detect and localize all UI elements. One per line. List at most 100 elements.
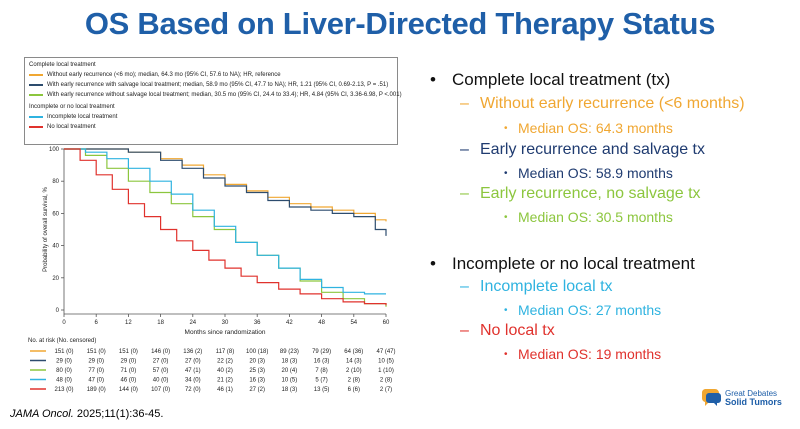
at-risk-cell: 40 (2) [217,368,233,374]
at-risk-cell: 34 (0) [185,378,201,384]
at-risk-cell: 2 (8) [348,378,360,384]
at-risk-cell: 71 (0) [121,368,137,374]
at-risk-cell: 10 (5) [378,359,394,365]
bullet-median-19: • Median OS: 19 months [504,346,662,362]
at-risk-cell: 47 (1) [185,368,201,374]
x-tick-label: 18 [157,320,164,326]
at-risk-cell: 16 (3) [314,359,330,365]
at-risk-cell: 57 (0) [153,368,169,374]
x-tick-label: 24 [189,320,196,326]
legend-item-incomplete: Incomplete local treatment [29,114,117,120]
bullet-complete-local: • Complete local treatment (tx) [430,70,671,89]
at-risk-cell: 64 (36) [344,349,363,355]
legend-swatch [29,94,43,96]
x-tick-label: 48 [318,320,325,326]
at-risk-cell: 2 (7) [380,387,392,393]
x-tick-label: 6 [95,320,99,326]
at-risk-cell: 20 (4) [282,368,298,374]
slide-title: OS Based on Liver-Directed Therapy Statu… [84,6,716,41]
at-risk-cell: 10 (5) [282,378,298,384]
legend-swatch [29,116,43,118]
y-tick-label: 0 [56,308,60,314]
legend-group-incomplete: Incomplete or no local treatment [29,104,115,110]
citation: JAMA Oncol. 2025;11(1):36-45. [10,408,164,420]
y-tick-label: 60 [52,211,59,217]
at-risk-cell: 22 (2) [217,359,233,365]
at-risk-cell: 20 (3) [249,359,265,365]
y-tick-label: 80 [52,179,59,185]
bullet-no-local: – No local tx [460,322,555,339]
at-risk-cell: 7 (8) [315,368,327,374]
bullet-median-30: • Median OS: 30.5 months [504,209,673,225]
at-risk-cell: 6 (6) [348,387,360,393]
at-risk-cell: 146 (0) [151,349,170,355]
at-risk-cell: 40 (0) [153,378,169,384]
at-risk-cell: 47 (0) [88,378,104,384]
speech-bubble-icon [702,389,721,406]
bullet-incomplete-or-none: • Incomplete or no local treatment [430,254,695,273]
at-risk-cell: 5 (7) [315,378,327,384]
at-risk-cell: 1 (10) [378,368,394,374]
at-risk-cell: 107 (0) [151,387,170,393]
legend-swatch [29,126,43,128]
at-risk-cell: 77 (0) [88,368,104,374]
at-risk-cell: 29 (0) [88,359,104,365]
at-risk-cell: 189 (0) [87,387,106,393]
survival-curve-4 [64,148,387,306]
at-risk-cell: 14 (3) [346,359,362,365]
bullet-median-64: • Median OS: 64.3 months [504,120,673,136]
at-risk-cell: 72 (0) [185,387,201,393]
at-risk-cell: 18 (3) [282,387,298,393]
bullet-salvage: – Early recurrence and salvage tx [460,141,705,158]
at-risk-cell: 213 (0) [54,387,73,393]
at-risk-cell: 2 (10) [346,368,362,374]
at-risk-cell: 29 (0) [121,359,137,365]
at-risk-cell: 21 (2) [217,378,233,384]
great-debates-logo: Great Debates Solid Tumors [702,387,782,409]
at-risk-cell: 16 (3) [249,378,265,384]
legend-item-no-salvage: With early recurrence without salvage lo… [29,92,402,98]
bullet-no-salvage: – Early recurrence, no salvage tx [460,185,701,202]
legend-item-no-early-recurrence: Without early recurrence (<6 mo); median… [29,72,281,78]
at-risk-cell: 100 (18) [246,349,268,355]
at-risk-cell: 79 (29) [312,349,331,355]
x-tick-label: 0 [62,320,66,326]
x-tick-label: 42 [286,320,293,326]
y-axis-label: Probability of overall survival, % [43,186,49,271]
at-risk-title: No. at risk (No. censored) [28,338,97,344]
bullet-no-early-recurrence: – Without early recurrence (<6 months) [460,95,745,112]
at-risk-cell: 47 (47) [376,349,395,355]
at-risk-cell: 151 (0) [54,349,73,355]
legend-group-complete: Complete local treatment [29,62,96,68]
at-risk-cell: 29 (0) [56,359,72,365]
at-risk-cell: 144 (0) [119,387,138,393]
bullet-median-58: • Median OS: 58.9 months [504,165,673,181]
logo-text: Great Debates Solid Tumors [725,389,782,407]
at-risk-cell: 13 (5) [314,387,330,393]
legend-item-salvage: With early recurrence with salvage local… [29,82,388,88]
at-risk-cell: 89 (23) [280,349,299,355]
y-tick-label: 20 [52,276,59,282]
at-risk-cell: 46 (1) [217,387,233,393]
at-risk-cell: 27 (0) [185,359,201,365]
y-tick-label: 40 [52,244,59,250]
at-risk-cell: 46 (0) [121,378,137,384]
at-risk-cell: 80 (0) [56,368,72,374]
survival-curve-2 [64,148,387,307]
legend-item-no-local: No local treatment [29,124,96,130]
y-tick-label: 100 [49,147,60,153]
x-axis-label: Months since randomization [185,329,266,336]
at-risk-cell: 27 (0) [153,359,169,365]
bullet-incomplete: – Incomplete local tx [460,278,613,295]
legend-swatch [29,74,43,76]
x-tick-label: 60 [383,320,390,326]
x-tick-label: 12 [125,320,132,326]
at-risk-cell: 25 (3) [249,368,265,374]
legend-swatch [29,84,43,86]
at-risk-cell: 136 (2) [183,349,202,355]
bullet-median-27: • Median OS: 27 months [504,302,662,318]
x-tick-label: 30 [222,320,229,326]
at-risk-cell: 27 (2) [249,387,265,393]
at-risk-cell: 48 (0) [56,378,72,384]
